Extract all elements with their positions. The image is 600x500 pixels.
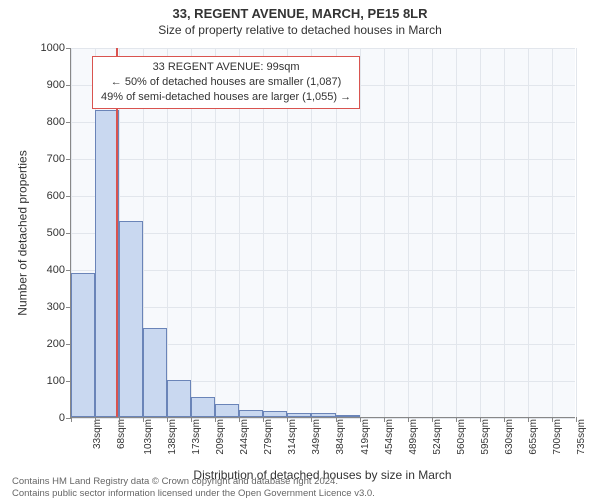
gridline-v bbox=[552, 48, 553, 417]
gridline-h bbox=[71, 122, 575, 123]
xtick-mark bbox=[215, 417, 216, 422]
xtick-label: 244sqm bbox=[239, 419, 250, 455]
y-axis-title: Number of detached properties bbox=[16, 48, 30, 418]
xtick-mark bbox=[360, 417, 361, 422]
footer-attribution: Contains HM Land Registry data © Crown c… bbox=[12, 476, 588, 500]
xtick-mark bbox=[384, 417, 385, 422]
ytick-label: 300 bbox=[47, 301, 71, 313]
xtick-mark bbox=[143, 417, 144, 422]
xtick-label: 384sqm bbox=[335, 419, 346, 455]
xtick-mark bbox=[504, 417, 505, 422]
gridline-h bbox=[71, 196, 575, 197]
ytick-label: 200 bbox=[47, 338, 71, 350]
xtick-mark bbox=[239, 417, 240, 422]
xtick-label: 314sqm bbox=[287, 419, 298, 455]
xtick-mark bbox=[480, 417, 481, 422]
ytick-label: 1000 bbox=[41, 42, 71, 54]
histogram-bar bbox=[215, 404, 239, 417]
gridline-v bbox=[576, 48, 577, 417]
gridline-v bbox=[432, 48, 433, 417]
histogram-bar bbox=[71, 273, 95, 417]
xtick-label: 279sqm bbox=[263, 419, 274, 455]
xtick-label: 665sqm bbox=[528, 419, 539, 455]
histogram-bar bbox=[143, 328, 167, 417]
xtick-label: 454sqm bbox=[383, 419, 394, 455]
ytick-label: 700 bbox=[47, 153, 71, 165]
xtick-mark bbox=[336, 417, 337, 422]
xtick-label: 560sqm bbox=[455, 419, 466, 455]
xtick-label: 489sqm bbox=[407, 419, 418, 455]
gridline-h bbox=[71, 159, 575, 160]
xtick-mark bbox=[95, 417, 96, 422]
gridline-v bbox=[408, 48, 409, 417]
ytick-label: 400 bbox=[47, 264, 71, 276]
xtick-mark bbox=[432, 417, 433, 422]
xtick-label: 33sqm bbox=[92, 419, 103, 449]
gridline-v bbox=[528, 48, 529, 417]
gridline-v bbox=[480, 48, 481, 417]
histogram-bar bbox=[287, 413, 311, 417]
chart-area: 0100200300400500600700800900100033sqm68s… bbox=[70, 48, 575, 418]
xtick-label: 349sqm bbox=[311, 419, 322, 455]
xtick-mark bbox=[552, 417, 553, 422]
xtick-mark bbox=[408, 417, 409, 422]
ytick-label: 100 bbox=[47, 375, 71, 387]
ytick-label: 900 bbox=[47, 79, 71, 91]
xtick-label: 138sqm bbox=[167, 419, 178, 455]
xtick-mark bbox=[287, 417, 288, 422]
xtick-mark bbox=[191, 417, 192, 422]
histogram-bar bbox=[263, 411, 287, 417]
xtick-label: 595sqm bbox=[480, 419, 491, 455]
gridline-h bbox=[71, 48, 575, 49]
histogram-bar bbox=[119, 221, 143, 417]
gridline-v bbox=[384, 48, 385, 417]
xtick-label: 524sqm bbox=[431, 419, 442, 455]
xtick-label: 735sqm bbox=[576, 419, 587, 455]
xtick-mark bbox=[528, 417, 529, 422]
xtick-label: 68sqm bbox=[116, 419, 127, 449]
gridline-v bbox=[456, 48, 457, 417]
info-box: 33 REGENT AVENUE: 99sqm ← 50% of detache… bbox=[92, 56, 360, 109]
xtick-label: 209sqm bbox=[215, 419, 226, 455]
histogram-bar bbox=[311, 413, 335, 417]
xtick-label: 419sqm bbox=[359, 419, 370, 455]
histogram-bar bbox=[191, 397, 215, 417]
xtick-mark bbox=[456, 417, 457, 422]
page-title: 33, REGENT AVENUE, MARCH, PE15 8LR bbox=[0, 6, 600, 21]
gridline-v bbox=[504, 48, 505, 417]
ytick-label: 800 bbox=[47, 116, 71, 128]
gridline-h bbox=[71, 233, 575, 234]
xtick-mark bbox=[576, 417, 577, 422]
xtick-label: 103sqm bbox=[143, 419, 154, 455]
xtick-mark bbox=[167, 417, 168, 422]
histogram-bar bbox=[167, 380, 191, 417]
ytick-label: 600 bbox=[47, 190, 71, 202]
xtick-mark bbox=[71, 417, 72, 422]
xtick-label: 173sqm bbox=[191, 419, 202, 455]
gridline-h bbox=[71, 270, 575, 271]
histogram-bar bbox=[336, 415, 360, 417]
page-subtitle: Size of property relative to detached ho… bbox=[0, 23, 600, 37]
histogram-bar bbox=[239, 410, 263, 417]
xtick-label: 630sqm bbox=[504, 419, 515, 455]
ytick-label: 0 bbox=[59, 412, 71, 424]
infobox-line: 33 REGENT AVENUE: 99sqm bbox=[101, 60, 351, 75]
infobox-line: 49% of semi-detached houses are larger (… bbox=[101, 90, 351, 105]
ytick-label: 500 bbox=[47, 227, 71, 239]
xtick-mark bbox=[311, 417, 312, 422]
xtick-mark bbox=[263, 417, 264, 422]
xtick-label: 700sqm bbox=[552, 419, 563, 455]
xtick-mark bbox=[119, 417, 120, 422]
infobox-line: ← 50% of detached houses are smaller (1,… bbox=[101, 75, 351, 90]
gridline-h bbox=[71, 307, 575, 308]
